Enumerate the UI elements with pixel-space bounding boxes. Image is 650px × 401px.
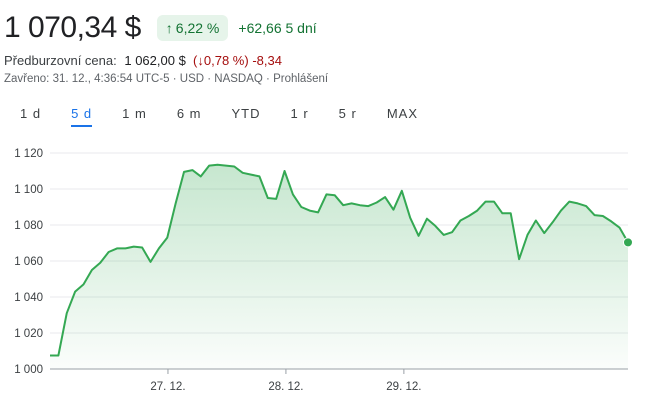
x-tick-label: 29. 12.	[386, 381, 421, 393]
disclaimer-link[interactable]: Prohlášení	[273, 73, 329, 85]
tab-5r[interactable]: 5 r	[338, 106, 357, 121]
tab-5d[interactable]: 5 d	[71, 106, 93, 127]
premarket-row: Předburzovní cena: 1 062,00 $ (↓0,78 %) …	[4, 53, 282, 68]
premarket-change-percent: 0,78 %	[203, 53, 245, 68]
arrow-up-icon: ↑	[165, 20, 173, 36]
range-tabs: 1 d 5 d 1 m 6 m YTD 1 r 5 r MAX	[20, 106, 448, 127]
y-tick-label: 1 120	[14, 148, 43, 160]
premarket-label: Předburzovní cena:	[4, 53, 117, 68]
change-percent: 6,22 %	[175, 20, 220, 36]
y-tick-label: 1 000	[14, 364, 43, 376]
x-tick-label: 28. 12.	[268, 381, 303, 393]
change-abs-value: +62,66	[238, 20, 282, 36]
y-tick-label: 1 060	[14, 256, 43, 268]
price-line	[50, 163, 629, 357]
tab-1r[interactable]: 1 r	[290, 106, 309, 121]
arrow-down-icon: ↓	[197, 53, 204, 68]
current-price: 1 070,34 $	[4, 11, 141, 44]
market-status-text: Zavřeno: 31. 12., 4:36:54 UTC-5 · USD · …	[4, 73, 274, 85]
change-period: 5 dní	[285, 20, 317, 36]
y-tick-label: 1 040	[14, 292, 43, 304]
change-badge: ↑ 6,22 %	[156, 15, 229, 41]
tab-1d[interactable]: 1 d	[20, 106, 42, 121]
tab-ytd[interactable]: YTD	[231, 106, 261, 121]
price-chart[interactable]: 1 120 1 100 1 080 1 060 1 040 1 020 1 000 27. 1…	[0, 140, 650, 401]
x-tick-label: 27. 12.	[150, 381, 185, 393]
tab-6m[interactable]: 6 m	[176, 106, 202, 121]
market-status: Zavřeno: 31. 12., 4:36:54 UTC-5 · USD · …	[4, 73, 328, 85]
tab-1m[interactable]: 1 m	[122, 106, 147, 121]
y-tick-label: 1 100	[14, 184, 43, 196]
y-tick-label: 1 080	[14, 220, 43, 232]
price-area	[50, 164, 628, 369]
last-price-point	[623, 237, 633, 248]
premarket-price: 1 062,00 $	[124, 53, 186, 68]
premarket-change: (↓0,78 %)	[189, 53, 249, 68]
y-tick-label: 1 020	[14, 328, 43, 340]
quote-header: 1 070,34 $ ↑ 6,22 % +62,66 5 dní	[4, 10, 317, 46]
premarket-change-absolute: -8,34	[252, 53, 282, 68]
tab-max[interactable]: MAX	[386, 106, 419, 121]
change-absolute: +62,66 5 dní	[238, 20, 316, 36]
